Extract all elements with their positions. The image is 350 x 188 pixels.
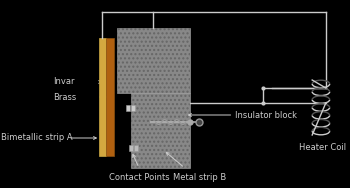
Text: Heater Coil: Heater Coil [299,143,346,152]
Bar [117,28,190,93]
Bar [130,145,133,151]
Text: Contact Points: Contact Points [109,173,169,182]
Bar [126,105,130,111]
Text: Metal strip B: Metal strip B [173,173,226,182]
Bar [131,93,190,168]
Text: Brass: Brass [54,92,77,102]
Text: Invar: Invar [54,77,75,86]
Text: Bimetallic strip A: Bimetallic strip A [1,133,72,143]
Bar [106,38,114,156]
Bar [117,28,190,93]
Bar [131,93,190,168]
Bar [131,105,135,111]
Text: Insulator block: Insulator block [235,111,298,120]
Bar [134,145,138,151]
Bar [99,38,106,156]
